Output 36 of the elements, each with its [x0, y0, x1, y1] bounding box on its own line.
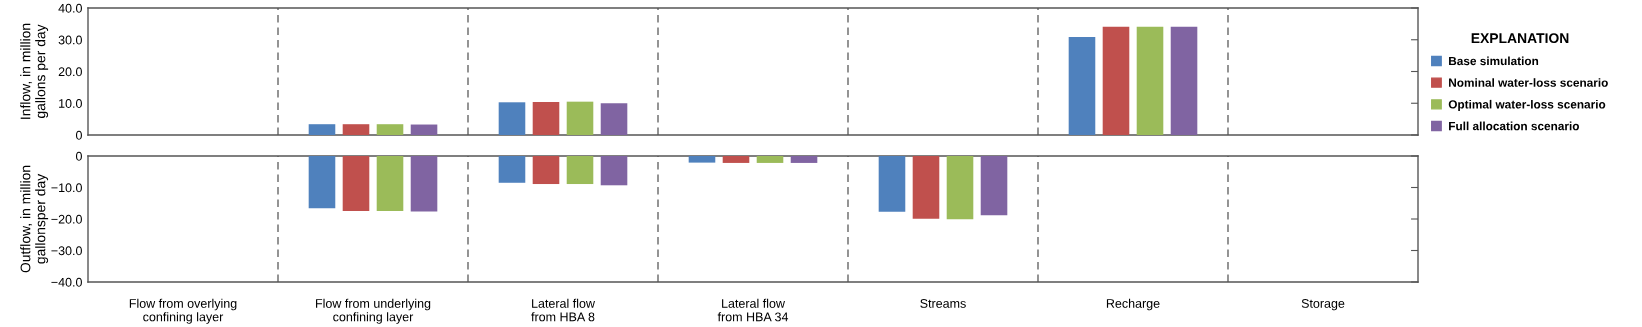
- bar: [600, 103, 628, 135]
- y-axis-title: Inflow, in million gallons per day: [20, 23, 49, 119]
- x-tick-label: Streams: [920, 299, 966, 308]
- x-tick-label: Lateral flow from HBA 34: [717, 298, 789, 322]
- bar: [1102, 26, 1130, 135]
- bar: [532, 101, 560, 135]
- legend-title: EXPLANATION: [1471, 33, 1569, 44]
- bar: [376, 124, 404, 135]
- bar: [498, 102, 526, 135]
- x-tick-label: Flow from underlying confining layer: [316, 298, 431, 324]
- y-tick-label: −20.0: [51, 214, 82, 224]
- y-tick-label: 40.0: [58, 3, 82, 13]
- y-axis-title: Outflow, in million gallonsper day: [20, 165, 49, 273]
- bar: [342, 124, 370, 135]
- legend-label: Base simulation: [1449, 56, 1539, 66]
- legend-label: Optimal water-loss scenario: [1448, 99, 1606, 111]
- legend-label: Full allocation scenario: [1449, 121, 1579, 131]
- y-tick-label: −40.0: [51, 277, 82, 287]
- legend-label: Nominal water-loss scenario: [1449, 78, 1608, 87]
- bar: [1068, 36, 1096, 135]
- bar: [566, 101, 594, 135]
- bar: [1136, 26, 1164, 135]
- y-tick-label: −30.0: [51, 246, 82, 256]
- y-tick-label: 0: [75, 130, 82, 140]
- y-tick-label: 30.0: [58, 35, 82, 45]
- y-tick-label: 0: [75, 151, 82, 161]
- x-tick-label: Storage: [1301, 299, 1345, 311]
- y-tick-label: −10.0: [51, 183, 82, 193]
- y-tick-label: 10.0: [59, 99, 82, 108]
- bar: [410, 124, 438, 135]
- y-tick-label: 20.0: [58, 67, 82, 77]
- x-tick-label: Flow from overlying confining layer: [129, 298, 237, 324]
- bar: [308, 124, 336, 135]
- x-tick-label: Lateral flow from HBA 8: [531, 298, 595, 322]
- x-tick-label: Recharge: [1106, 298, 1160, 311]
- bar: [1170, 26, 1198, 135]
